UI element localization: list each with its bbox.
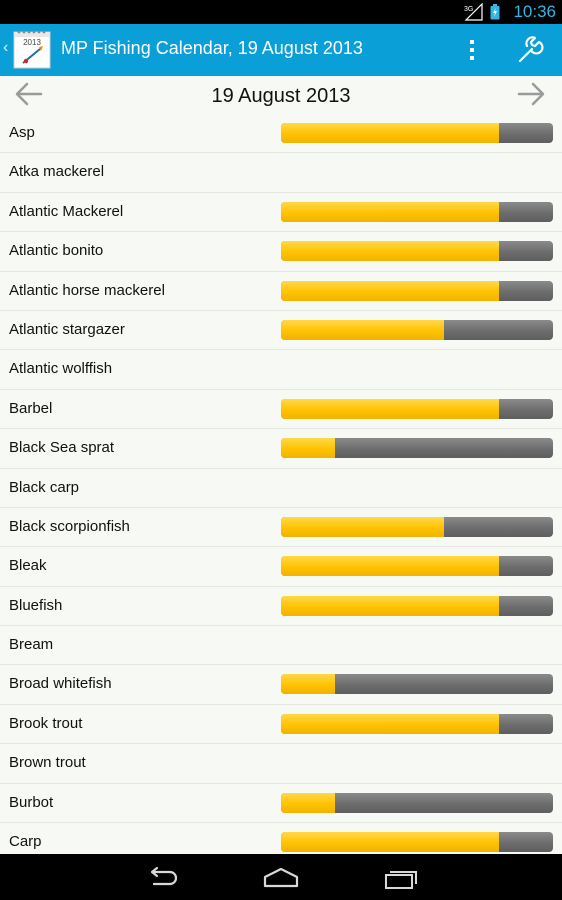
bite-rating-bar <box>281 595 553 616</box>
bite-rating-fill <box>281 201 499 222</box>
list-item[interactable]: Broad whitefish <box>0 665 562 705</box>
bite-rating-bar <box>281 792 553 813</box>
up-caret-icon[interactable]: ‹ <box>3 39 9 56</box>
fish-name: Bleak <box>9 557 47 575</box>
list-item[interactable]: Atlantic stargazer <box>0 311 562 351</box>
svg-text:3G: 3G <box>464 6 473 13</box>
fish-name: Barbel <box>9 399 53 417</box>
fish-name: Black scorpionfish <box>9 517 130 535</box>
fish-name: Atlantic bonito <box>9 242 104 260</box>
fish-name: Bluefish <box>9 596 63 614</box>
fish-name: Carp <box>9 833 42 851</box>
bite-rating-fill <box>281 280 499 301</box>
list-item[interactable]: Bleak <box>0 547 562 587</box>
bite-rating-fill <box>281 674 336 695</box>
fish-list: Asp Atka mackerel Atlantic Mackerel Atlanti… <box>0 114 562 863</box>
list-item[interactable]: Atlantic Mackerel <box>0 193 562 233</box>
overflow-menu-icon[interactable] <box>462 34 482 66</box>
bite-rating-fill <box>281 792 336 813</box>
bite-rating-bar <box>281 398 553 419</box>
bite-rating-bar <box>281 241 553 262</box>
bite-rating-bar <box>281 832 553 853</box>
navigation-bar <box>0 854 562 900</box>
list-item[interactable]: Asp <box>0 114 562 154</box>
fish-name: Atka mackerel <box>9 163 105 181</box>
bite-rating-fill <box>281 319 445 340</box>
fish-name: Bream <box>9 636 54 654</box>
fish-name: Atlantic horse mackerel <box>9 281 165 299</box>
bite-rating-fill <box>281 241 499 262</box>
bite-rating-bar <box>281 319 553 340</box>
list-item[interactable]: Atlantic wolffish <box>0 350 562 390</box>
fish-name: Black Sea sprat <box>9 439 115 457</box>
bite-rating-fill <box>281 595 499 616</box>
fish-name: Atlantic stargazer <box>9 320 125 338</box>
arrow-left-icon[interactable] <box>14 81 44 107</box>
svg-text:2013: 2013 <box>23 38 41 47</box>
arrow-right-icon[interactable] <box>516 81 546 107</box>
bite-rating-fill <box>281 832 499 853</box>
fish-name: Broad whitefish <box>9 675 112 693</box>
bite-rating-bar <box>281 201 553 222</box>
fish-name: Atlantic wolffish <box>9 360 113 378</box>
signal-icon: 3G <box>464 3 483 21</box>
status-bar: 3G 10:36 <box>0 0 562 24</box>
list-item[interactable]: Atlantic horse mackerel <box>0 272 562 311</box>
bite-rating-fill <box>281 713 499 734</box>
current-date: 19 August 2013 <box>211 85 351 107</box>
fish-name: Brook trout <box>9 714 83 732</box>
list-item[interactable]: Barbel <box>0 390 562 430</box>
bite-rating-bar <box>281 674 553 695</box>
bite-rating-bar <box>281 556 553 577</box>
list-item[interactable]: Bluefish <box>0 587 562 627</box>
battery-icon <box>490 4 500 20</box>
bite-rating-bar <box>281 280 553 301</box>
list-item[interactable]: Black Sea sprat <box>0 429 562 469</box>
bite-rating-bar <box>281 123 553 143</box>
fish-name: Burbot <box>9 793 54 811</box>
fish-name: Asp <box>9 124 35 141</box>
bite-rating-fill <box>281 123 499 143</box>
bite-rating-fill <box>281 516 445 537</box>
list-item[interactable]: Black carp <box>0 469 562 508</box>
bite-rating-bar <box>281 713 553 734</box>
wrench-settings-icon[interactable] <box>514 34 546 66</box>
list-item[interactable]: Black scorpionfish <box>0 508 562 548</box>
fish-name: Black carp <box>9 478 80 496</box>
bite-rating-fill <box>281 398 499 419</box>
app-calendar-icon[interactable]: 2013 <box>13 29 51 69</box>
list-item[interactable]: Bream <box>0 626 562 666</box>
status-clock: 10:36 <box>513 2 556 21</box>
list-item[interactable]: Brown trout <box>0 744 562 784</box>
bite-rating-bar <box>281 438 553 459</box>
list-item[interactable]: Atlantic bonito <box>0 232 562 272</box>
bite-rating-fill <box>281 556 499 577</box>
list-item[interactable]: Burbot <box>0 784 562 824</box>
list-item[interactable]: Atka mackerel <box>0 153 562 193</box>
date-navigation: 19 August 2013 <box>0 76 562 116</box>
action-bar: ‹ 2013 MP Fishing Calendar, 19 August 20… <box>0 24 562 76</box>
fish-name: Atlantic Mackerel <box>9 202 124 220</box>
bite-rating-bar <box>281 516 553 537</box>
list-item[interactable]: Brook trout <box>0 705 562 745</box>
back-icon[interactable] <box>144 866 180 890</box>
home-icon[interactable] <box>262 866 300 890</box>
page-title: MP Fishing Calendar, 19 August 2013 <box>61 38 363 58</box>
bite-rating-fill <box>281 438 336 459</box>
recent-apps-icon[interactable] <box>383 866 419 890</box>
fish-name: Brown trout <box>9 754 86 772</box>
